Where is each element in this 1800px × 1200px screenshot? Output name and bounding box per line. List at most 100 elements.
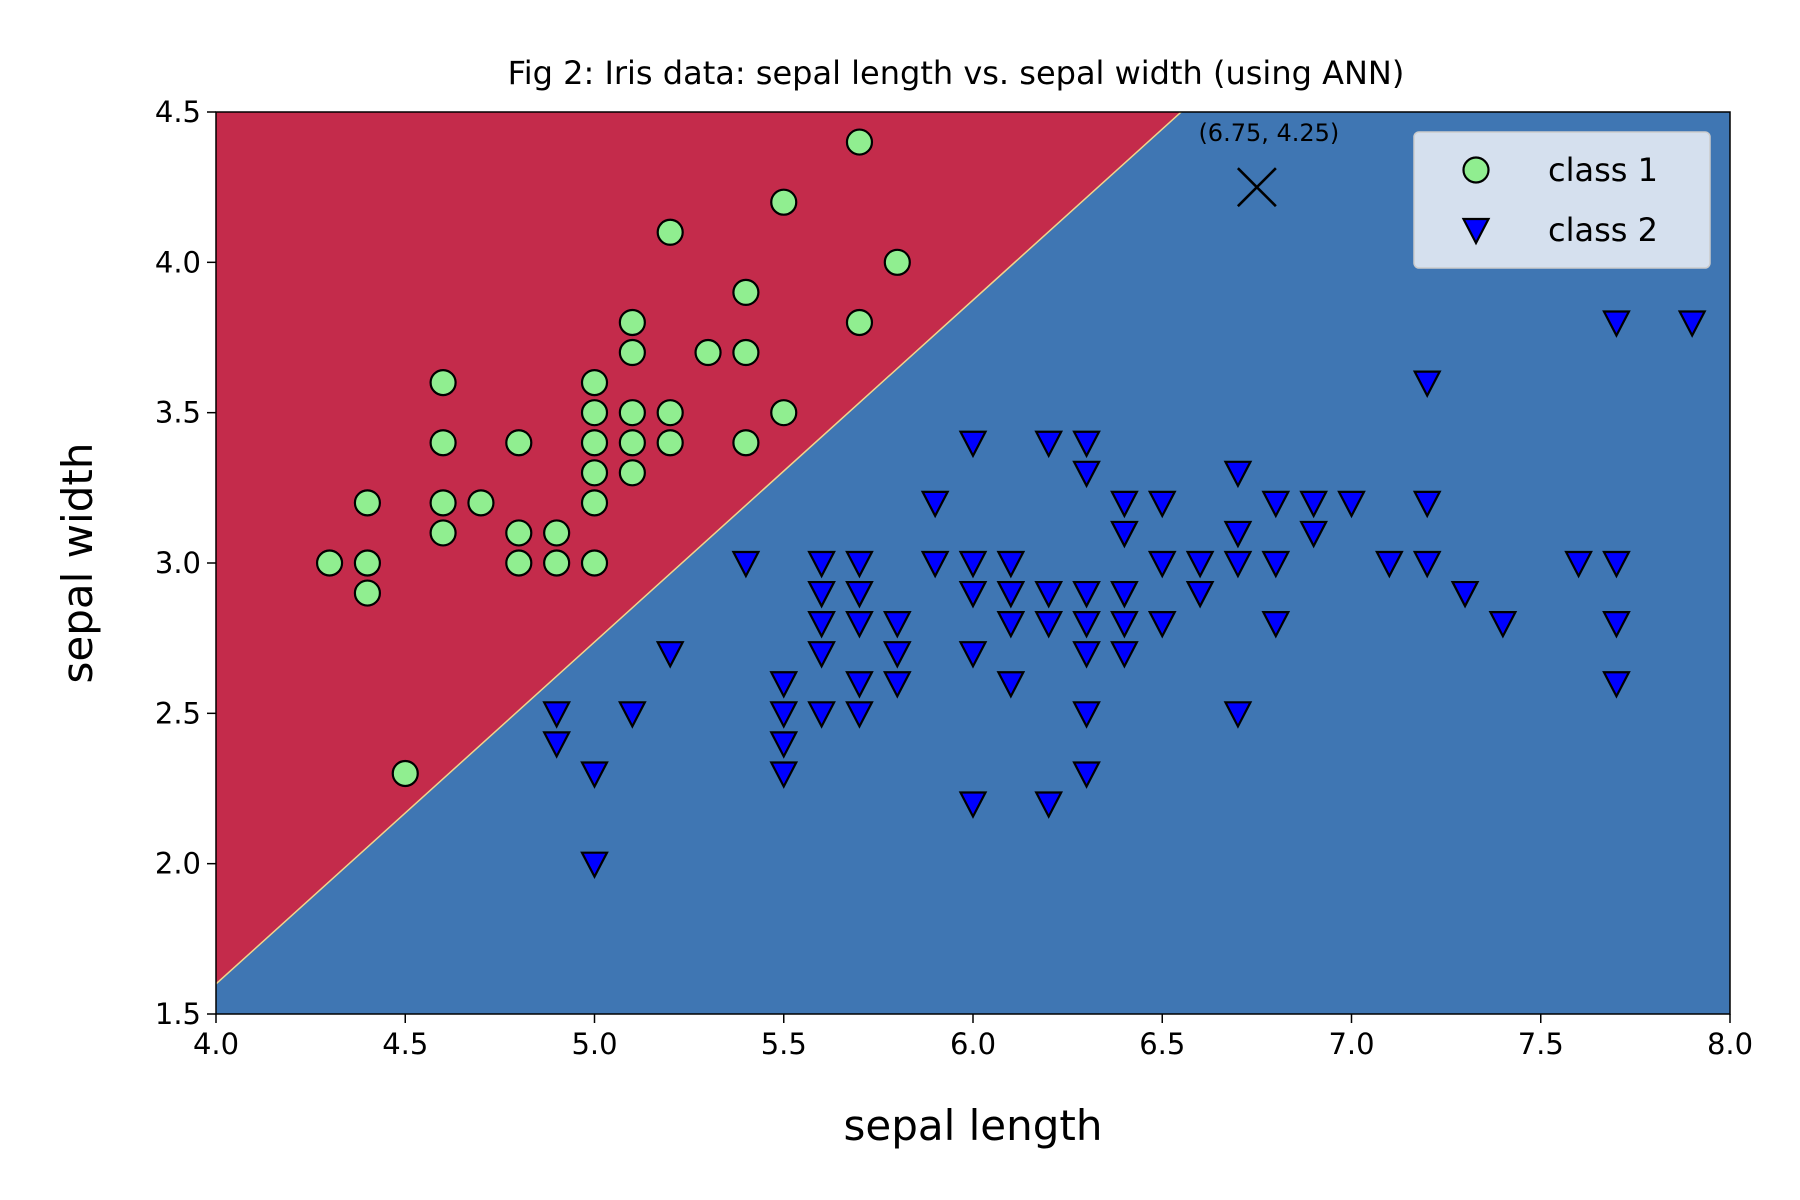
data-point-class-1	[770, 399, 798, 427]
data-point-class-1	[429, 369, 457, 397]
data-point-class-2	[769, 671, 799, 699]
data-point-class-1	[429, 429, 457, 457]
legend-marker-class-2	[1461, 217, 1491, 246]
data-point-class-2	[807, 641, 836, 669]
data-point-class-2	[958, 791, 988, 819]
data-point-class-2	[1110, 520, 1139, 549]
data-point-class-2	[1185, 550, 1215, 579]
x-tick-label: 4.0	[193, 1027, 239, 1061]
data-point-class-2	[1072, 580, 1101, 609]
data-point-class-2	[1337, 490, 1366, 519]
data-point-class-1	[845, 128, 874, 156]
data-point-class-2	[882, 611, 912, 639]
data-point-class-2	[769, 761, 799, 789]
data-point-class-2	[1602, 310, 1631, 338]
x-tick-label: 5.5	[761, 1027, 807, 1061]
data-point-class-1	[883, 248, 911, 276]
data-point-class-2	[1677, 310, 1707, 338]
data-point-class-2	[1110, 641, 1139, 669]
region-class-1	[216, 112, 1182, 1014]
data-point-class-1	[618, 429, 646, 457]
data-point-class-1	[618, 399, 646, 427]
data-point-class-1	[353, 549, 381, 577]
x-tick-label: 6.0	[950, 1027, 996, 1061]
data-point-class-1	[391, 759, 419, 788]
data-point-class-2	[1261, 490, 1291, 519]
x-tick-label: 6.5	[1139, 1027, 1185, 1061]
data-point-class-2	[1110, 490, 1139, 519]
data-point-class-2	[1223, 550, 1253, 579]
data-point-class-2	[1412, 370, 1442, 398]
data-point-class-2	[655, 641, 685, 669]
data-point-class-2	[882, 671, 912, 699]
data-point-class-2	[920, 550, 950, 579]
data-point-class-1	[429, 519, 457, 547]
data-point-class-2	[1223, 460, 1253, 489]
data-point-class-2	[996, 550, 1026, 579]
x-tick-label: 4.5	[382, 1027, 428, 1061]
data-point-class-1	[505, 519, 533, 547]
data-point-class-1	[353, 489, 381, 517]
data-point-class-2	[769, 731, 799, 759]
data-point-class-1	[543, 549, 571, 577]
data-point-class-2	[845, 611, 874, 639]
data-point-class-2	[1375, 550, 1404, 579]
data-point-class-2	[1185, 580, 1215, 609]
data-point-class-1	[656, 399, 684, 427]
legend-label: class 2	[1548, 211, 1658, 249]
data-point-class-1	[618, 338, 646, 367]
data-point-class-2	[1072, 430, 1101, 459]
y-axis: 1.5 2.0 2.5 3.0 3.5 4.0 4.5	[155, 95, 216, 1031]
data-point-class-1	[656, 429, 684, 457]
data-point-class-2	[1261, 550, 1291, 579]
decision-boundary	[216, 112, 1182, 985]
data-point-class-2	[542, 701, 571, 729]
data-point-class-2	[958, 430, 988, 459]
data-point-class-1	[694, 338, 722, 367]
data-point-class-1	[505, 549, 533, 577]
data-point-class-2	[807, 550, 836, 579]
data-point-class-2	[920, 490, 950, 519]
data-point-class-1	[580, 489, 609, 517]
data-point-class-2	[769, 701, 799, 729]
data-point-class-2	[1223, 520, 1253, 549]
data-point-class-2	[958, 550, 988, 579]
data-point-class-1	[580, 369, 609, 397]
data-point-class-2	[882, 641, 912, 669]
legend: class 1 class 2	[1413, 131, 1711, 269]
data-point-class-2	[807, 611, 836, 639]
data-point-class-2	[845, 701, 874, 729]
data-point-class-2	[618, 701, 647, 729]
data-point-class-2	[845, 671, 874, 699]
data-point-class-2	[1564, 550, 1593, 579]
y-tick-label: 1.5	[155, 997, 201, 1031]
x-axis: 4.0 4.5 5.0 5.5 6.0 6.5 7.0 7.5 8.0	[193, 1014, 1753, 1061]
data-point-class-2	[807, 580, 836, 609]
x-tick-label: 8.0	[1707, 1027, 1753, 1061]
y-tick-label: 4.5	[155, 95, 201, 129]
data-point-class-2	[1072, 701, 1101, 729]
chart-title: Fig 2: Iris data: sepal length vs. sepal…	[508, 54, 1405, 92]
data-point-class-1	[315, 549, 344, 577]
data-point-class-1	[732, 429, 760, 457]
data-point-class-2	[1034, 580, 1064, 609]
data-point-class-2	[958, 641, 988, 669]
data-point-class-2	[1261, 611, 1291, 639]
data-point-class-1	[618, 459, 646, 487]
data-point-class-1	[770, 188, 798, 216]
legend-marker-class-1	[1462, 156, 1490, 184]
data-point-class-2	[996, 671, 1026, 699]
data-point-class-2	[1602, 550, 1631, 579]
data-point-class-2	[1147, 611, 1177, 639]
data-point-class-1	[505, 429, 533, 457]
data-point-class-2	[1412, 550, 1442, 579]
data-point-class-2	[580, 851, 609, 880]
data-point-class-2	[731, 550, 761, 579]
data-point-class-2	[1602, 671, 1631, 699]
y-tick-label: 2.0	[155, 847, 201, 881]
data-point-class-1	[467, 489, 495, 517]
y-tick-label: 4.0	[155, 245, 201, 279]
data-point-class-1	[580, 399, 609, 427]
data-point-class-2	[1299, 490, 1328, 519]
